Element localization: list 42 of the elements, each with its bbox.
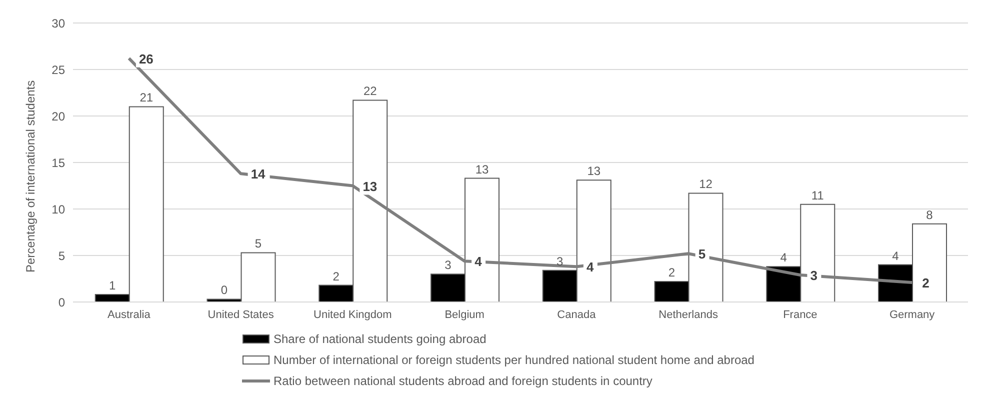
y-tick-label: 5 bbox=[58, 248, 66, 263]
data-label: 13 bbox=[475, 162, 489, 176]
x-tick-label: Netherlands bbox=[658, 308, 718, 321]
data-label: 5 bbox=[698, 246, 706, 262]
data-label: 11 bbox=[811, 188, 824, 202]
x-tick-label: Belgium bbox=[444, 308, 484, 321]
legend-label: Ratio between national students abroad and foreign students in country bbox=[274, 374, 652, 388]
data-label: 14 bbox=[250, 166, 266, 182]
data-label: 1 bbox=[109, 278, 116, 293]
y-tick-label: 15 bbox=[52, 156, 66, 170]
data-label: 13 bbox=[362, 178, 378, 194]
x-tick-label: Germany bbox=[889, 308, 936, 321]
data-label: 2 bbox=[668, 266, 676, 280]
data-label: 2 bbox=[332, 269, 340, 284]
x-tick-label: United States bbox=[208, 308, 274, 321]
data-label: 3 bbox=[810, 268, 818, 284]
x-tick-label: Australia bbox=[108, 308, 152, 321]
legend-label: Number of international or foreign students per hundred national student home and abroad bbox=[274, 353, 754, 367]
y-tick-label: 0 bbox=[58, 295, 66, 310]
x-tick-label: France bbox=[783, 308, 818, 321]
y-tick-label: 10 bbox=[52, 202, 66, 216]
data-label: 0 bbox=[220, 283, 228, 298]
y-tick-label: 25 bbox=[52, 62, 66, 77]
data-label: 4 bbox=[892, 248, 900, 263]
data-label: 5 bbox=[254, 236, 262, 251]
data-label: 2 bbox=[922, 275, 930, 290]
data-label: 4 bbox=[780, 250, 788, 265]
y-axis-title: Percentage of international students bbox=[23, 80, 38, 272]
data-label: 4 bbox=[474, 254, 483, 270]
legend-label: Share of national students going abroad bbox=[274, 332, 486, 346]
data-label: 26 bbox=[138, 51, 154, 66]
data-label: 21 bbox=[140, 90, 154, 105]
data-label: 12 bbox=[699, 177, 713, 192]
data-label: 22 bbox=[363, 84, 378, 98]
x-tick-label: United Kingdom bbox=[314, 308, 392, 321]
data-label: 4 bbox=[586, 260, 594, 275]
y-tick-label: 20 bbox=[52, 109, 66, 124]
data-label: 3 bbox=[444, 258, 452, 272]
x-tick-label: Canada bbox=[557, 308, 597, 321]
data-label: 13 bbox=[587, 164, 601, 178]
y-tick-label: 30 bbox=[52, 16, 66, 30]
data-label: 8 bbox=[926, 208, 934, 222]
